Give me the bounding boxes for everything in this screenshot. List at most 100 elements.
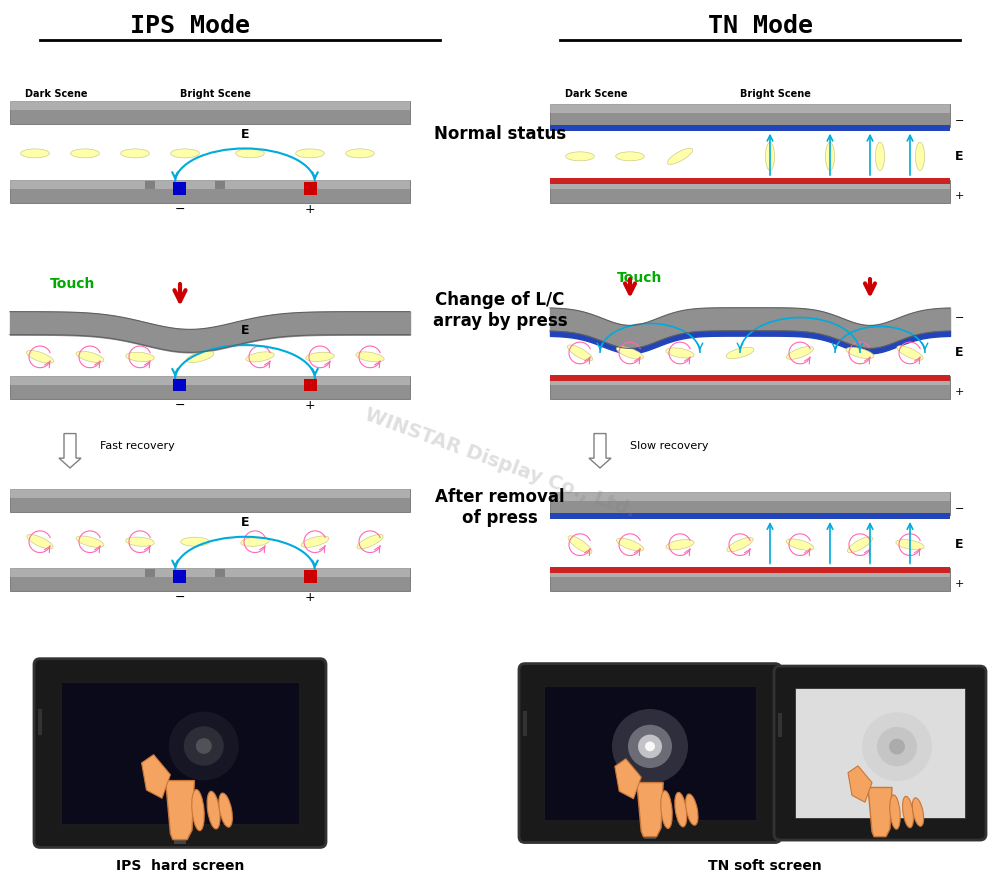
Bar <box>10 490 410 512</box>
Text: WINSTAR Display Co., Ltd.: WINSTAR Display Co., Ltd. <box>362 405 638 521</box>
Bar <box>304 571 317 583</box>
Bar <box>304 379 317 391</box>
Ellipse shape <box>666 540 694 550</box>
Bar <box>38 709 42 735</box>
Ellipse shape <box>846 348 874 359</box>
Text: E: E <box>241 127 249 140</box>
Text: +: + <box>955 579 964 589</box>
Ellipse shape <box>727 537 753 552</box>
Polygon shape <box>166 780 194 840</box>
Text: −: − <box>175 203 185 215</box>
Bar <box>550 567 950 572</box>
FancyBboxPatch shape <box>34 658 326 847</box>
Ellipse shape <box>912 798 924 827</box>
Bar <box>10 179 410 203</box>
Bar <box>544 686 756 820</box>
Ellipse shape <box>126 352 154 361</box>
FancyBboxPatch shape <box>774 666 986 840</box>
Bar <box>10 376 410 399</box>
Bar <box>550 104 950 113</box>
Circle shape <box>862 712 932 781</box>
Text: Fast recovery: Fast recovery <box>100 442 175 451</box>
Text: Change of L/C
array by press: Change of L/C array by press <box>433 291 567 330</box>
Bar <box>61 682 299 824</box>
Bar <box>550 125 950 131</box>
Circle shape <box>628 725 672 768</box>
Ellipse shape <box>241 537 269 546</box>
Bar <box>874 832 886 836</box>
Bar <box>550 568 950 577</box>
Text: E: E <box>955 347 964 360</box>
Bar <box>550 492 950 515</box>
Polygon shape <box>615 759 641 799</box>
Ellipse shape <box>186 351 214 362</box>
FancyBboxPatch shape <box>519 664 781 842</box>
Ellipse shape <box>890 795 900 829</box>
Ellipse shape <box>26 350 54 363</box>
Text: Dark Scene: Dark Scene <box>565 90 628 99</box>
Bar <box>550 179 950 185</box>
Ellipse shape <box>567 345 593 361</box>
Ellipse shape <box>171 149 199 158</box>
Circle shape <box>889 739 905 754</box>
Text: Touch: Touch <box>50 277 95 291</box>
Text: +: + <box>305 203 315 215</box>
Circle shape <box>877 727 917 766</box>
Ellipse shape <box>296 149 324 158</box>
Bar <box>550 179 950 189</box>
FancyArrow shape <box>59 434 81 468</box>
Text: Dark Scene: Dark Scene <box>25 90 88 99</box>
Ellipse shape <box>27 535 53 549</box>
Bar <box>10 101 410 110</box>
Ellipse shape <box>666 348 694 358</box>
Bar <box>145 570 155 577</box>
Text: Normal status: Normal status <box>434 125 566 143</box>
Ellipse shape <box>616 347 644 360</box>
Polygon shape <box>848 766 872 802</box>
Text: +: + <box>305 399 315 412</box>
Bar <box>550 375 950 381</box>
Ellipse shape <box>207 791 220 829</box>
Circle shape <box>196 738 212 754</box>
Ellipse shape <box>566 152 594 161</box>
Bar <box>550 376 950 385</box>
Ellipse shape <box>76 536 104 547</box>
Bar <box>795 688 965 818</box>
Ellipse shape <box>875 142 885 171</box>
Text: −: − <box>955 116 964 126</box>
Ellipse shape <box>219 793 232 827</box>
Ellipse shape <box>686 794 698 825</box>
Ellipse shape <box>246 352 274 362</box>
Text: IPS Mode: IPS Mode <box>130 14 250 37</box>
Ellipse shape <box>306 352 334 361</box>
Text: Slow recovery: Slow recovery <box>630 442 708 451</box>
Circle shape <box>645 741 655 752</box>
Bar <box>10 490 410 498</box>
Ellipse shape <box>346 149 374 158</box>
Bar <box>644 834 656 839</box>
Text: E: E <box>241 516 249 529</box>
Bar <box>173 379 186 391</box>
Circle shape <box>184 726 224 766</box>
Ellipse shape <box>786 539 814 550</box>
Ellipse shape <box>236 149 264 158</box>
Bar <box>10 376 410 385</box>
Polygon shape <box>142 754 170 799</box>
Bar <box>10 179 410 189</box>
Ellipse shape <box>616 152 644 161</box>
Text: −: − <box>955 313 964 322</box>
FancyArrow shape <box>589 434 611 468</box>
Text: After removal
of press: After removal of press <box>435 488 565 527</box>
Ellipse shape <box>903 796 913 827</box>
Circle shape <box>169 712 239 780</box>
Bar <box>10 101 410 124</box>
Ellipse shape <box>21 149 49 158</box>
Bar <box>550 179 950 203</box>
Bar <box>550 376 950 399</box>
Ellipse shape <box>847 864 934 871</box>
Ellipse shape <box>765 142 775 171</box>
Text: Bright Scene: Bright Scene <box>740 90 811 99</box>
Polygon shape <box>868 787 892 837</box>
Ellipse shape <box>76 351 104 362</box>
Bar <box>215 181 225 189</box>
